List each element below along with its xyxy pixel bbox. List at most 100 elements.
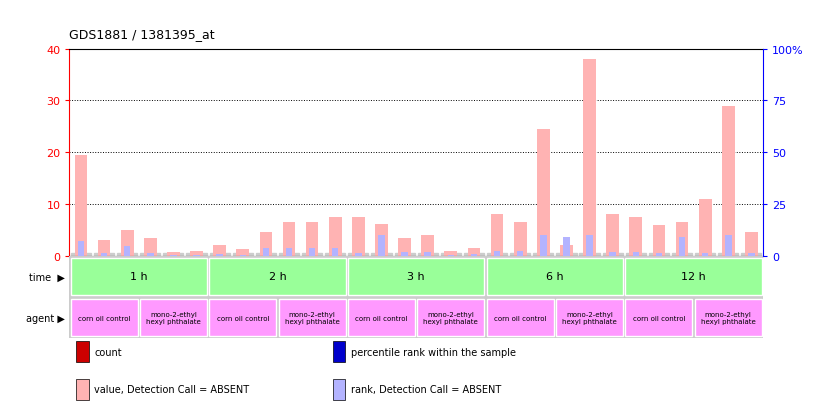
Bar — [76, 342, 89, 363]
Bar — [494, 251, 500, 256]
Bar — [468, 248, 481, 256]
Text: corn oil control: corn oil control — [355, 315, 408, 321]
Bar — [278, 299, 346, 337]
Bar — [355, 253, 361, 256]
Bar — [610, 252, 616, 256]
Bar — [70, 299, 138, 337]
Bar — [306, 223, 318, 256]
Bar — [329, 217, 342, 256]
Bar — [147, 253, 153, 256]
Bar — [213, 246, 226, 256]
Bar — [540, 235, 547, 256]
Bar — [209, 258, 346, 295]
Text: time  ▶: time ▶ — [29, 272, 65, 282]
Text: count: count — [95, 347, 122, 357]
Bar — [171, 255, 176, 256]
Text: 2 h: 2 h — [268, 272, 286, 282]
Bar — [76, 379, 89, 400]
Bar — [725, 235, 731, 256]
Bar — [282, 223, 295, 256]
Bar — [629, 217, 642, 256]
Bar — [237, 250, 249, 256]
Bar — [606, 215, 619, 256]
Bar — [587, 235, 592, 256]
Bar — [144, 238, 157, 256]
Bar — [694, 299, 762, 337]
Bar — [560, 246, 573, 256]
Bar — [486, 299, 554, 337]
Bar — [78, 242, 84, 256]
Bar — [352, 217, 365, 256]
Bar — [124, 247, 131, 256]
Text: 1 h: 1 h — [130, 272, 148, 282]
Bar — [140, 299, 207, 337]
Bar — [216, 254, 223, 256]
Bar — [401, 252, 408, 256]
Bar — [448, 255, 454, 256]
Bar — [702, 253, 708, 256]
Bar — [471, 254, 477, 256]
Bar — [625, 299, 693, 337]
Text: mono-2-ethyl
hexyl phthalate: mono-2-ethyl hexyl phthalate — [285, 311, 339, 325]
Bar — [517, 251, 523, 256]
Bar — [653, 225, 665, 256]
Bar — [348, 299, 415, 337]
Bar — [101, 253, 107, 256]
Text: percentile rank within the sample: percentile rank within the sample — [351, 347, 516, 357]
Bar — [722, 106, 734, 256]
Text: GDS1881 / 1381395_at: GDS1881 / 1381395_at — [69, 28, 215, 41]
Bar — [490, 215, 503, 256]
Text: 6 h: 6 h — [546, 272, 564, 282]
Bar — [309, 249, 315, 256]
Bar — [537, 130, 550, 256]
Bar — [240, 255, 246, 256]
Bar — [556, 299, 623, 337]
Text: mono-2-ethyl
hexyl phthalate: mono-2-ethyl hexyl phthalate — [424, 311, 478, 325]
Bar — [398, 238, 411, 256]
Bar — [375, 224, 388, 256]
Bar — [190, 251, 203, 256]
Bar — [745, 233, 758, 256]
Bar — [259, 233, 273, 256]
Bar — [421, 235, 434, 256]
Bar — [424, 252, 431, 256]
Bar — [676, 223, 689, 256]
Bar — [632, 252, 639, 256]
Text: rank, Detection Call = ABSENT: rank, Detection Call = ABSENT — [351, 384, 501, 394]
Bar — [333, 379, 345, 400]
Bar — [333, 342, 345, 363]
Text: corn oil control: corn oil control — [216, 315, 269, 321]
Bar — [348, 258, 485, 295]
Bar — [679, 237, 685, 256]
Bar — [332, 249, 339, 256]
Bar — [514, 223, 526, 256]
Text: mono-2-ethyl
hexyl phthalate: mono-2-ethyl hexyl phthalate — [701, 311, 756, 325]
Text: corn oil control: corn oil control — [78, 315, 131, 321]
Bar — [74, 155, 87, 256]
Bar — [379, 235, 384, 256]
Text: value, Detection Call = ABSENT: value, Detection Call = ABSENT — [95, 384, 250, 394]
Bar — [625, 258, 762, 295]
Bar — [417, 299, 485, 337]
Bar — [263, 249, 269, 256]
Text: corn oil control: corn oil control — [494, 315, 547, 321]
Text: mono-2-ethyl
hexyl phthalate: mono-2-ethyl hexyl phthalate — [562, 311, 617, 325]
Bar — [70, 258, 207, 295]
Bar — [286, 249, 292, 256]
Bar — [563, 237, 570, 256]
Bar — [698, 199, 712, 256]
Bar — [167, 252, 180, 256]
Bar — [193, 255, 200, 256]
Text: 3 h: 3 h — [407, 272, 425, 282]
Bar — [98, 240, 110, 256]
Bar — [486, 258, 623, 295]
Bar — [748, 253, 755, 256]
Bar — [209, 299, 277, 337]
Bar — [656, 253, 662, 256]
Text: mono-2-ethyl
hexyl phthalate: mono-2-ethyl hexyl phthalate — [146, 311, 201, 325]
Text: 12 h: 12 h — [681, 272, 706, 282]
Text: corn oil control: corn oil control — [632, 315, 685, 321]
Bar — [583, 60, 596, 256]
Bar — [121, 230, 134, 256]
Bar — [445, 251, 457, 256]
